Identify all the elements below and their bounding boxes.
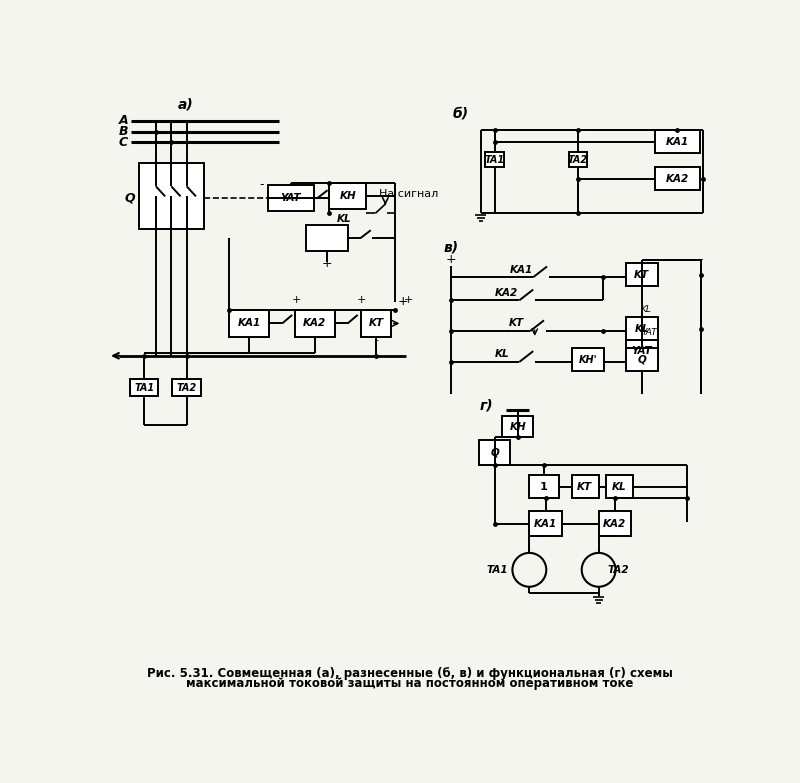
Text: TA1: TA1 xyxy=(134,383,154,393)
Text: KT: KT xyxy=(578,482,592,492)
Bar xyxy=(306,225,349,251)
Text: +: + xyxy=(404,295,414,305)
Bar xyxy=(362,309,390,337)
Text: +: + xyxy=(291,295,301,305)
Bar xyxy=(530,511,562,536)
Text: B: B xyxy=(119,125,128,138)
Text: в): в) xyxy=(443,241,458,255)
Bar xyxy=(502,416,534,438)
Text: Q: Q xyxy=(638,355,646,365)
Text: -: - xyxy=(699,253,703,266)
Bar xyxy=(229,309,269,337)
Text: TA2: TA2 xyxy=(177,383,197,393)
Text: Рис. 5.31. Совмещенная (а), разнесенные (б, в) и функциональная (г) схемы: Рис. 5.31. Совмещенная (а), разнесенные … xyxy=(147,666,673,680)
Text: KT: KT xyxy=(634,270,650,280)
Bar xyxy=(655,167,699,190)
Text: +: + xyxy=(357,295,366,305)
Text: TA1: TA1 xyxy=(485,155,505,165)
Bar xyxy=(626,348,658,371)
Text: Q: Q xyxy=(490,448,499,458)
Text: +: + xyxy=(446,253,456,266)
Text: KT: KT xyxy=(369,319,384,328)
Text: б): б) xyxy=(452,106,469,121)
Text: KL: KL xyxy=(612,482,626,492)
Bar xyxy=(139,164,205,229)
Text: +: + xyxy=(398,295,408,309)
Bar xyxy=(626,263,658,287)
Text: KL: KL xyxy=(641,305,652,314)
Bar xyxy=(606,475,634,498)
Bar xyxy=(486,152,504,167)
Bar xyxy=(572,475,598,498)
Bar xyxy=(479,441,510,465)
Text: KL: KL xyxy=(634,324,649,334)
Text: KA2: KA2 xyxy=(603,518,626,529)
Text: KA1: KA1 xyxy=(534,518,557,529)
Text: максимальной токовой защиты на постоянном оперативном токе: максимальной токовой защиты на постоянно… xyxy=(186,677,634,691)
Text: KA2: KA2 xyxy=(666,174,689,184)
Bar xyxy=(626,341,658,362)
Text: KA2: KA2 xyxy=(494,287,518,298)
Text: KA1: KA1 xyxy=(666,137,689,146)
Text: C: C xyxy=(119,136,128,149)
Bar xyxy=(172,379,202,395)
Text: KA1: KA1 xyxy=(238,319,261,328)
Text: TA2: TA2 xyxy=(568,155,588,165)
Text: Q: Q xyxy=(125,191,135,204)
Text: KH: KH xyxy=(510,421,526,431)
Text: KH': KH' xyxy=(578,355,597,365)
Text: KT: KT xyxy=(509,319,524,328)
Text: KL: KL xyxy=(494,349,510,359)
Bar xyxy=(569,152,587,167)
Text: YAT: YAT xyxy=(280,193,301,203)
Text: KL: KL xyxy=(337,215,351,225)
Bar xyxy=(572,348,604,371)
Bar xyxy=(626,317,658,341)
Bar xyxy=(267,185,314,211)
Text: На сигнал: На сигнал xyxy=(379,189,438,199)
Bar xyxy=(329,182,366,209)
Text: TA1: TA1 xyxy=(486,565,508,575)
Text: KA1: KA1 xyxy=(510,265,534,275)
Text: 1: 1 xyxy=(540,482,548,492)
Text: +: + xyxy=(322,257,332,270)
Text: YAT: YAT xyxy=(641,328,657,337)
Bar xyxy=(294,309,334,337)
Bar xyxy=(655,130,699,153)
Text: A: A xyxy=(118,114,128,128)
Text: г): г) xyxy=(479,399,493,413)
Text: YAT: YAT xyxy=(631,346,652,356)
Bar xyxy=(598,511,631,536)
Bar xyxy=(530,475,558,498)
Text: KH: KH xyxy=(339,190,356,200)
Text: -: - xyxy=(374,335,378,345)
Text: KA2: KA2 xyxy=(303,319,326,328)
Bar xyxy=(130,379,158,395)
Text: -: - xyxy=(259,179,264,191)
Text: а): а) xyxy=(178,98,194,112)
Text: TA2: TA2 xyxy=(608,565,630,575)
